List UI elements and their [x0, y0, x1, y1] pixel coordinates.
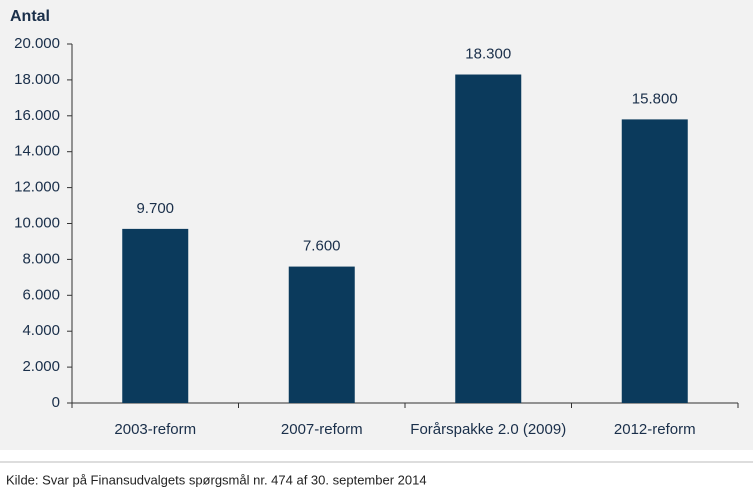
y-axis-label: Antal: [10, 8, 50, 25]
bar: [122, 228, 189, 403]
x-tick-label: 2012-reform: [614, 421, 696, 438]
y-tick-label: 18.000: [14, 71, 60, 88]
data-label: 18.300: [465, 45, 511, 62]
y-tick-label: 0: [52, 394, 60, 411]
x-tick-label: Forårspakke 2.0 (2009): [410, 421, 566, 438]
data-label: 15.800: [632, 90, 678, 107]
y-tick-label: 16.000: [14, 107, 60, 124]
y-tick-label: 4.000: [22, 322, 60, 339]
y-tick-label: 12.000: [14, 179, 60, 196]
bar: [621, 119, 688, 403]
y-tick-label: 20.000: [14, 35, 60, 52]
x-tick-label: 2007-reform: [281, 421, 363, 438]
data-label: 9.700: [136, 200, 174, 217]
y-tick-label: 10.000: [14, 214, 60, 231]
source-note: Kilde: Svar på Finansudvalgets spørgsmål…: [6, 472, 427, 487]
y-tick-label: 14.000: [14, 143, 60, 160]
data-label: 7.600: [303, 238, 341, 255]
bar: [455, 74, 522, 403]
bar: [288, 266, 355, 403]
x-tick-label: 2003-reform: [114, 421, 196, 438]
y-tick-label: 6.000: [22, 286, 60, 303]
y-tick-label: 8.000: [22, 250, 60, 267]
y-tick-label: 2.000: [22, 358, 60, 375]
